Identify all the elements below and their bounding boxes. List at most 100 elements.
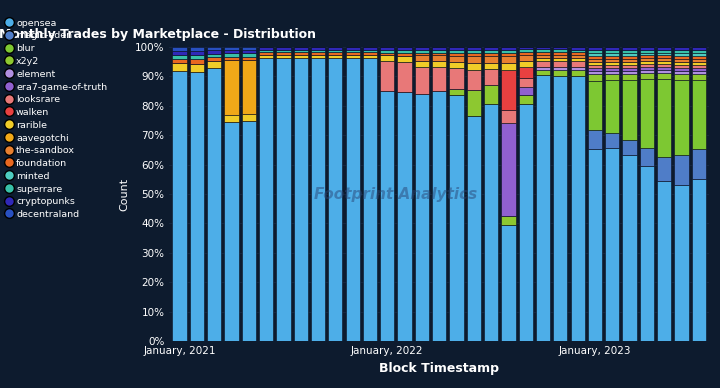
Bar bbox=[501, 53, 516, 57]
Bar bbox=[623, 55, 636, 59]
Bar bbox=[570, 55, 585, 58]
Bar bbox=[640, 68, 654, 70]
Bar bbox=[242, 121, 256, 341]
Bar bbox=[225, 54, 238, 57]
Bar bbox=[536, 49, 550, 52]
Bar bbox=[640, 148, 654, 166]
Bar bbox=[588, 81, 602, 130]
Bar bbox=[397, 47, 412, 50]
Bar bbox=[449, 95, 464, 341]
Bar bbox=[207, 68, 221, 341]
Bar bbox=[657, 79, 671, 157]
Bar bbox=[675, 50, 688, 53]
Bar bbox=[692, 71, 706, 74]
Bar bbox=[501, 123, 516, 216]
Bar bbox=[623, 59, 636, 62]
Bar bbox=[311, 50, 325, 52]
Bar bbox=[363, 47, 377, 50]
Bar bbox=[501, 70, 516, 109]
Bar bbox=[432, 52, 446, 55]
Bar bbox=[570, 76, 585, 341]
Bar bbox=[675, 47, 688, 50]
Bar bbox=[553, 50, 567, 52]
Bar bbox=[449, 53, 464, 55]
Bar bbox=[242, 53, 256, 57]
Bar bbox=[518, 78, 533, 87]
Bar bbox=[380, 55, 395, 61]
Bar bbox=[657, 47, 671, 50]
Bar bbox=[553, 76, 567, 341]
Bar bbox=[276, 47, 291, 50]
Bar bbox=[692, 149, 706, 179]
Bar bbox=[640, 79, 654, 148]
Bar bbox=[363, 50, 377, 52]
Bar bbox=[346, 47, 360, 50]
Bar bbox=[675, 62, 688, 65]
Bar bbox=[173, 59, 186, 63]
Text: Footprint Analytics: Footprint Analytics bbox=[315, 187, 477, 201]
Bar bbox=[692, 59, 706, 62]
Bar bbox=[606, 62, 619, 65]
Bar bbox=[225, 57, 238, 60]
Bar bbox=[242, 50, 256, 53]
Bar bbox=[432, 91, 446, 341]
Bar bbox=[276, 55, 291, 58]
Bar bbox=[190, 47, 204, 51]
Bar bbox=[675, 65, 688, 68]
Bar bbox=[311, 52, 325, 55]
Bar bbox=[588, 65, 602, 68]
Bar bbox=[675, 74, 688, 80]
Bar bbox=[501, 216, 516, 225]
Bar bbox=[397, 55, 412, 62]
Bar bbox=[640, 52, 654, 55]
Bar bbox=[207, 47, 221, 50]
Bar bbox=[518, 67, 533, 78]
Bar bbox=[675, 155, 688, 185]
Bar bbox=[606, 56, 619, 59]
Bar bbox=[259, 55, 273, 58]
Bar bbox=[518, 95, 533, 104]
Bar bbox=[553, 52, 567, 55]
Bar bbox=[606, 68, 619, 71]
Bar bbox=[173, 71, 186, 341]
Bar bbox=[432, 55, 446, 61]
Bar bbox=[640, 73, 654, 79]
Bar bbox=[623, 155, 636, 341]
Bar bbox=[432, 47, 446, 50]
Bar bbox=[294, 50, 308, 52]
Bar bbox=[225, 115, 238, 122]
Bar bbox=[692, 65, 706, 68]
Bar bbox=[570, 47, 585, 50]
Bar bbox=[190, 72, 204, 341]
Bar bbox=[449, 68, 464, 89]
Bar bbox=[675, 185, 688, 341]
Bar bbox=[570, 52, 585, 55]
Bar bbox=[623, 47, 636, 50]
Bar bbox=[623, 62, 636, 65]
Bar bbox=[623, 140, 636, 155]
Bar bbox=[484, 69, 498, 85]
Bar bbox=[588, 56, 602, 59]
Bar bbox=[518, 61, 533, 67]
Bar bbox=[606, 50, 619, 53]
Bar bbox=[657, 55, 671, 59]
Bar bbox=[657, 50, 671, 52]
Bar bbox=[173, 47, 186, 51]
Bar bbox=[276, 52, 291, 55]
Bar bbox=[675, 80, 688, 155]
Bar bbox=[449, 50, 464, 53]
Bar bbox=[692, 50, 706, 53]
Bar bbox=[553, 47, 567, 50]
Bar bbox=[588, 71, 602, 74]
Bar bbox=[692, 53, 706, 55]
Bar bbox=[415, 52, 429, 55]
Bar bbox=[692, 62, 706, 65]
Bar bbox=[675, 68, 688, 71]
Bar bbox=[294, 58, 308, 341]
Bar bbox=[588, 53, 602, 56]
Bar bbox=[380, 52, 395, 55]
Bar bbox=[397, 50, 412, 53]
Bar bbox=[397, 53, 412, 55]
Bar bbox=[675, 53, 688, 55]
Bar bbox=[467, 53, 481, 57]
